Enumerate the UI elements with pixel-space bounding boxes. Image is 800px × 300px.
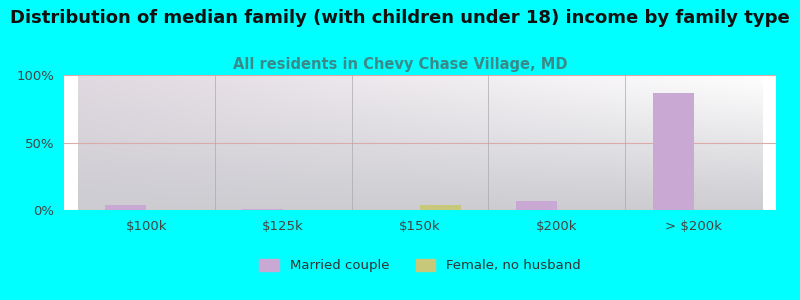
Bar [420,205,461,210]
Bar [516,200,557,210]
Text: All residents in Chevy Chase Village, MD: All residents in Chevy Chase Village, MD [233,57,567,72]
Bar [242,209,283,210]
Bar [105,205,146,210]
Text: Distribution of median family (with children under 18) income by family type: Distribution of median family (with chil… [10,9,790,27]
Legend: Married couple, Female, no husband: Married couple, Female, no husband [254,254,586,278]
Bar [653,92,694,210]
